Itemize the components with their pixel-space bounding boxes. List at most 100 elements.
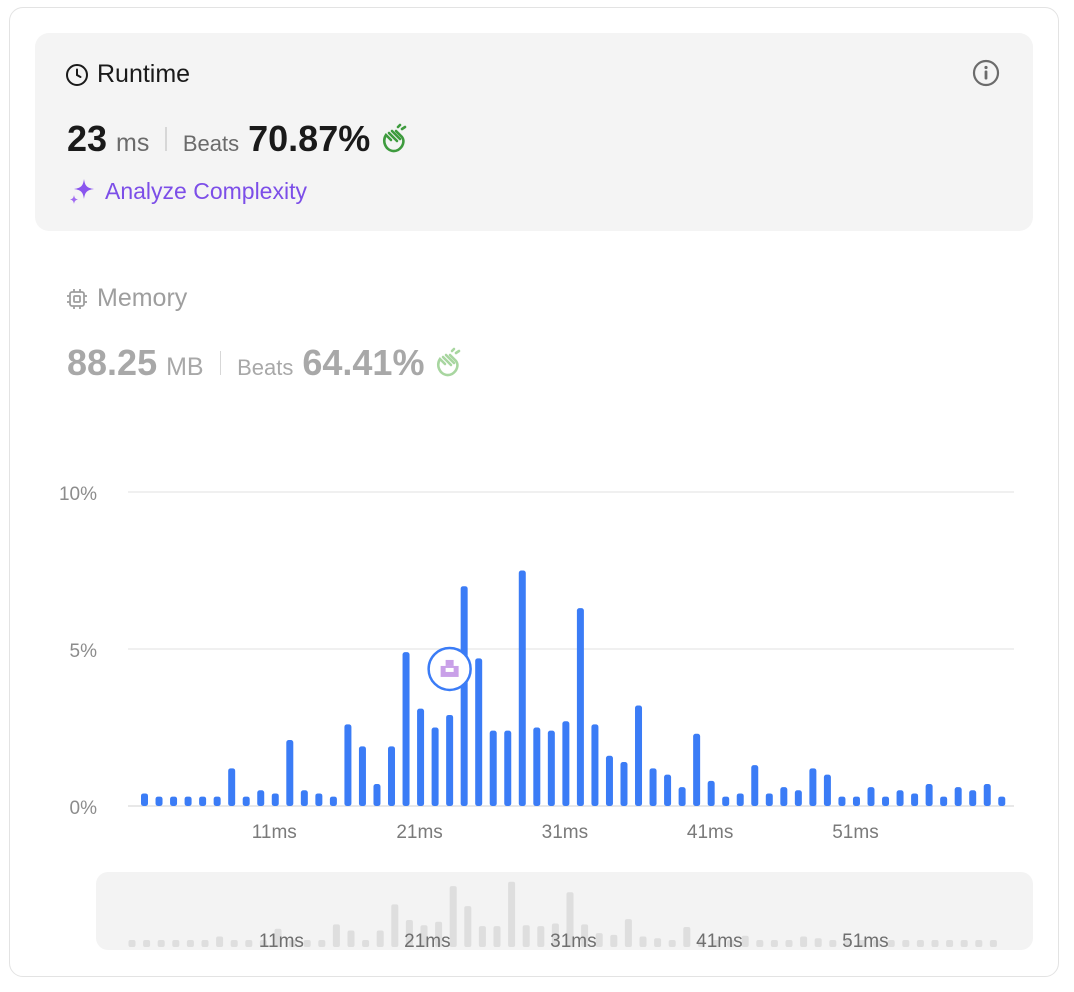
chart-bar[interactable] <box>533 727 541 807</box>
mini-chart-bar <box>128 940 136 947</box>
chart-bar[interactable] <box>852 796 860 806</box>
chart-bar[interactable] <box>794 790 802 806</box>
mini-chart-bar <box>960 940 968 947</box>
chart-bar[interactable] <box>649 768 657 806</box>
runtime-panel[interactable] <box>35 33 1033 231</box>
memory-title: Memory <box>97 284 188 312</box>
mini-chart-bar <box>551 923 559 947</box>
mini-chart-bar <box>946 940 954 947</box>
chart-bar[interactable] <box>460 586 468 806</box>
chart-bar[interactable] <box>664 774 672 806</box>
chart-bar[interactable] <box>736 793 744 806</box>
chart-bar[interactable] <box>344 724 352 806</box>
mini-chart-bar <box>873 940 881 947</box>
info-icon[interactable] <box>971 58 1001 88</box>
chart-bar[interactable] <box>286 740 294 806</box>
mini-chart-bar <box>931 940 939 947</box>
chart-bar[interactable] <box>693 733 701 806</box>
runtime-value: 23 <box>67 118 108 159</box>
y-tick-label: 10% <box>59 484 97 505</box>
mini-chart-bar <box>508 881 516 947</box>
chart-bar[interactable] <box>635 705 643 806</box>
runtime-distribution-chart[interactable]: 10% 5% 0% 11ms 21ms 31ms 41ms 51ms <box>0 0 1074 870</box>
mini-chart-bar <box>435 921 443 947</box>
chart-bar[interactable] <box>940 796 948 806</box>
chart-bar[interactable] <box>765 793 773 806</box>
chart-bar[interactable] <box>489 730 497 806</box>
chart-bar[interactable] <box>998 796 1006 806</box>
chart-bar[interactable] <box>576 608 584 806</box>
chart-bar[interactable] <box>809 768 817 806</box>
chart-bar[interactable] <box>504 730 512 806</box>
chart-bar[interactable] <box>388 746 396 806</box>
chart-bar[interactable] <box>417 708 425 806</box>
memory-stat[interactable]: 88.25 MB Beats 64.41% <box>67 342 464 384</box>
chart-bar[interactable] <box>547 730 555 806</box>
mini-chart-bar <box>420 925 428 947</box>
chart-bar[interactable] <box>518 570 526 807</box>
chart-bar[interactable] <box>155 796 163 806</box>
mini-chart-bar <box>989 940 997 947</box>
chart-bar[interactable] <box>315 793 323 806</box>
chart-bar[interactable] <box>213 796 221 806</box>
chart-bar[interactable] <box>678 787 686 806</box>
mini-distribution-chart[interactable]: 11ms 21ms 31ms 41ms 51ms <box>96 872 1033 950</box>
chart-bar[interactable] <box>896 790 904 806</box>
chart-bar[interactable] <box>431 727 439 807</box>
chart-range-navigator[interactable]: 11ms 21ms 31ms 41ms 51ms <box>96 872 1033 950</box>
chart-bar[interactable] <box>373 784 381 806</box>
chart-bar[interactable] <box>983 784 991 806</box>
chart-bar[interactable] <box>475 658 483 806</box>
chart-bar[interactable] <box>199 796 207 806</box>
chart-bar[interactable] <box>591 724 599 806</box>
mini-x-tick-label: 31ms <box>550 931 596 950</box>
chart-bar[interactable] <box>228 768 236 806</box>
avatar-marker[interactable] <box>427 646 472 692</box>
chart-bar[interactable] <box>605 755 613 806</box>
chart-bar[interactable] <box>329 796 337 806</box>
chart-bar[interactable] <box>823 774 831 806</box>
mini-chart-bar <box>318 940 326 947</box>
chart-bar[interactable] <box>562 721 570 806</box>
chart-bar[interactable] <box>184 796 192 806</box>
mini-chart-bar <box>595 933 603 947</box>
chart-bar[interactable] <box>300 790 308 806</box>
chart-bar[interactable] <box>925 784 933 806</box>
mini-chart-bar <box>697 940 705 947</box>
chart-bar[interactable] <box>257 790 265 806</box>
chart-bar[interactable] <box>867 787 875 806</box>
chart-bar[interactable] <box>620 762 628 806</box>
y-tick-label: 0% <box>70 798 98 819</box>
memory-unit: MB <box>166 353 204 381</box>
mini-chart-bar <box>668 940 676 947</box>
chart-bar[interactable] <box>402 652 410 806</box>
divider <box>219 351 222 375</box>
chart-bar[interactable] <box>882 796 890 806</box>
chart-bar[interactable] <box>358 746 366 806</box>
mini-chart-bar <box>902 940 910 947</box>
chart-bar[interactable] <box>838 796 846 806</box>
x-tick-label: 31ms <box>542 822 588 843</box>
clock-icon <box>66 63 88 86</box>
chart-bar[interactable] <box>751 765 759 806</box>
chart-bar[interactable] <box>271 793 279 806</box>
chart-bar[interactable] <box>446 714 454 806</box>
chart-bar[interactable] <box>242 796 250 806</box>
memory-heading[interactable]: Memory <box>65 284 187 313</box>
mini-chart-bar <box>741 935 749 947</box>
chart-bar[interactable] <box>954 787 962 806</box>
mini-chart-bar <box>843 940 851 947</box>
chart-bar[interactable] <box>911 793 919 806</box>
mini-chart-bar <box>858 940 866 947</box>
chart-bar[interactable] <box>722 796 730 806</box>
mini-chart-bar <box>362 940 370 947</box>
mini-chart-bar <box>376 930 384 947</box>
chart-bar[interactable] <box>170 796 178 806</box>
chart-bar[interactable] <box>141 793 148 806</box>
mini-chart-bar <box>829 940 837 947</box>
chart-bar[interactable] <box>969 790 977 806</box>
chart-bar[interactable] <box>707 780 715 806</box>
analyze-complexity-button[interactable]: Analyze Complexity <box>67 176 307 206</box>
chart-bar[interactable] <box>780 787 788 806</box>
mini-chart-bar <box>289 940 297 947</box>
